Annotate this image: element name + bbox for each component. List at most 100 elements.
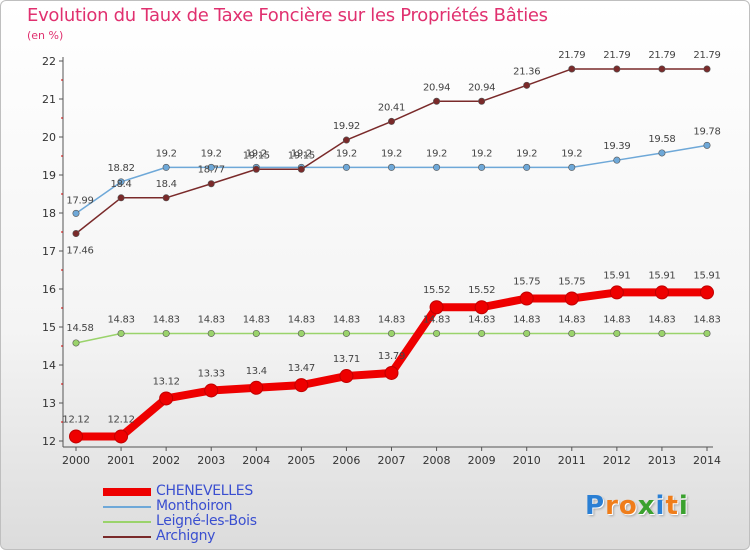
data-point (114, 429, 129, 444)
data-point (117, 194, 125, 202)
logo-letter: t (665, 491, 679, 521)
logo-letter: P (585, 491, 606, 521)
x-tick-label: 2003 (197, 454, 225, 467)
data-point (342, 329, 350, 337)
data-point (387, 163, 395, 171)
data-label: 14.83 (513, 314, 540, 325)
x-tick-label: 2001 (107, 454, 135, 467)
data-label: 21.79 (603, 50, 630, 61)
data-point (433, 329, 441, 337)
x-tick-label: 2005 (287, 454, 315, 467)
x-tick-label: 2004 (242, 454, 270, 467)
data-label: 14.83 (378, 314, 405, 325)
legend-label: Monthoiron (156, 498, 233, 514)
data-label: 13.12 (153, 376, 180, 387)
data-label: 19.2 (291, 148, 312, 159)
data-point (700, 285, 714, 300)
x-tick-label: 2012 (603, 454, 631, 467)
data-label: 21.79 (558, 50, 585, 61)
data-label: 17.99 (66, 195, 93, 206)
x-tick-label: 2009 (468, 454, 496, 467)
data-label: 14.83 (153, 314, 180, 325)
legend-label: Leigné-les-Bois (156, 513, 257, 529)
legend-swatch (103, 506, 151, 508)
y-tick-label: 13 (42, 397, 56, 410)
data-point (478, 329, 486, 337)
data-label: 14.83 (288, 314, 315, 325)
data-point (568, 65, 576, 73)
data-label: 18.4 (156, 179, 177, 190)
data-label: 14.58 (66, 323, 93, 334)
data-point (609, 285, 624, 300)
data-label: 14.83 (693, 314, 720, 325)
proxiti-logo: Proxiti (585, 491, 689, 521)
data-label: 15.91 (693, 270, 720, 281)
data-point (387, 117, 395, 125)
data-label: 20.41 (378, 102, 405, 113)
data-label: 14.83 (333, 314, 360, 325)
data-point (703, 65, 711, 73)
data-label: 14.83 (198, 314, 225, 325)
logo-letter: i (678, 491, 689, 521)
data-label: 19.15 (288, 150, 315, 161)
data-label: 15.52 (468, 285, 495, 296)
legend-swatch (103, 521, 151, 523)
data-point (703, 141, 711, 149)
data-label: 20.94 (468, 82, 495, 93)
data-label: 14.83 (243, 314, 270, 325)
y-tick-label: 14 (42, 359, 56, 372)
x-tick-label: 2014 (693, 454, 721, 467)
data-point (342, 163, 350, 171)
data-label: 19.2 (246, 148, 267, 159)
data-point (207, 329, 215, 337)
data-label: 19.78 (693, 126, 720, 137)
data-point (658, 329, 666, 337)
data-label: 13.4 (246, 366, 267, 377)
data-label: 19.15 (243, 150, 270, 161)
data-label: 15.75 (558, 277, 585, 288)
y-tick-label: 17 (42, 245, 56, 258)
data-point (474, 300, 489, 315)
x-tick-label: 2008 (423, 454, 451, 467)
data-label: 14.83 (648, 314, 675, 325)
data-label: 15.52 (423, 285, 450, 296)
legend-label: Archigny (156, 528, 216, 544)
data-label: 15.91 (648, 270, 675, 281)
data-point (249, 380, 264, 395)
data-label: 12.12 (108, 414, 135, 425)
data-point (478, 163, 486, 171)
data-point (162, 194, 170, 202)
data-label: 19.58 (648, 134, 675, 145)
data-point (429, 300, 444, 315)
data-point (523, 329, 531, 337)
logo-letter: x (637, 491, 656, 521)
data-label: 13.33 (198, 368, 225, 379)
data-point (564, 291, 579, 306)
data-point (519, 291, 534, 306)
data-label: 21.79 (648, 50, 675, 61)
x-tick-label: 2007 (378, 454, 406, 467)
data-point (387, 329, 395, 337)
data-point (159, 391, 174, 406)
y-tick-label: 12 (42, 435, 56, 448)
data-label: 14.83 (108, 314, 135, 325)
y-tick-label: 18 (42, 207, 56, 220)
data-point (252, 165, 260, 173)
data-point (207, 180, 215, 188)
data-point (339, 369, 354, 384)
chart-unit: (en %) (27, 29, 64, 42)
data-label: 13.47 (288, 363, 315, 374)
x-tick-label: 2011 (558, 454, 586, 467)
data-point (72, 230, 80, 238)
data-label: 19.2 (381, 148, 402, 159)
legend-swatch (103, 536, 151, 538)
logo-letter: o (618, 491, 638, 521)
data-label: 21.79 (693, 50, 720, 61)
data-label: 14.83 (423, 314, 450, 325)
data-label: 15.75 (513, 277, 540, 288)
data-point (162, 329, 170, 337)
data-point (568, 329, 576, 337)
data-label: 19.2 (156, 148, 177, 159)
logo-letter: r (605, 491, 619, 521)
logo-letter: i (655, 491, 666, 521)
